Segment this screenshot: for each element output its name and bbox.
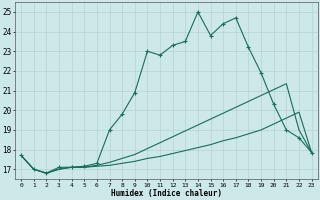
X-axis label: Humidex (Indice chaleur): Humidex (Indice chaleur): [111, 189, 222, 198]
